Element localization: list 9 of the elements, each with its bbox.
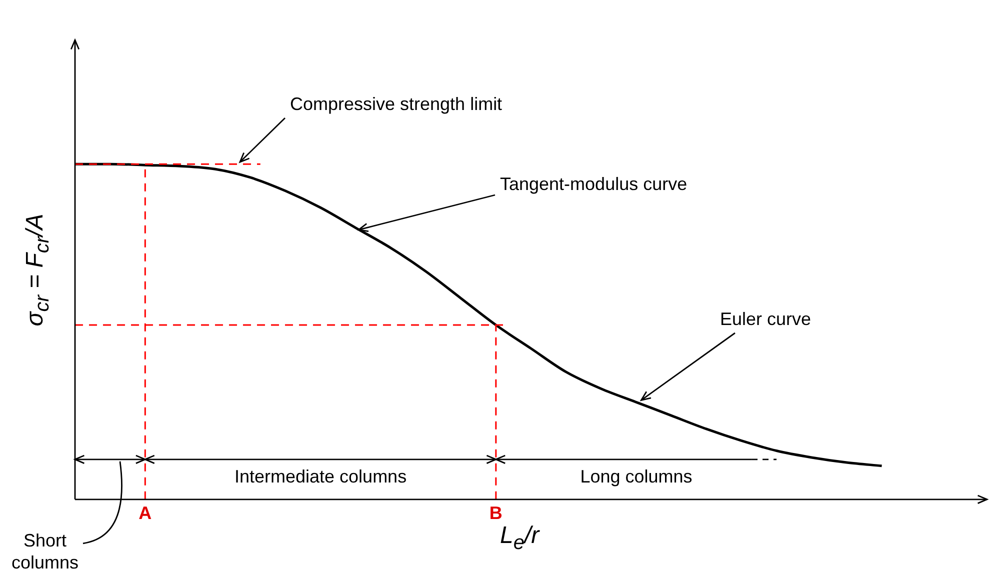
x-axis-title: L$_{e}$/r	[500, 522, 540, 555]
annotation: Intermediate columns	[234, 466, 407, 486]
x-tick-label: B	[489, 503, 502, 524]
x-tick-label: A	[138, 503, 152, 524]
annotation: Euler curve	[720, 308, 812, 329]
text: Short columns	[11, 530, 79, 572]
annotation: Long columns	[580, 466, 692, 486]
annotation: Tangent-modulus curve	[500, 174, 688, 194]
text: Compressive strength limit	[290, 94, 502, 114]
